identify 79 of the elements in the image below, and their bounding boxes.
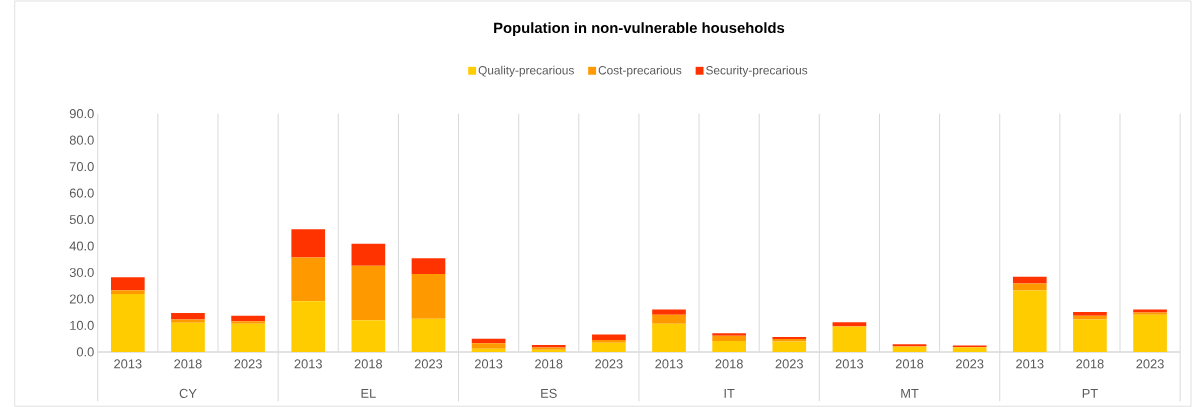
x-tick-label: 2023	[414, 359, 443, 369]
bar	[231, 315, 265, 322]
bar	[411, 273, 446, 319]
bar	[291, 229, 326, 258]
bar	[652, 314, 686, 324]
legend-label: Quality-precarious	[478, 65, 574, 77]
bar	[411, 318, 446, 352]
y-tick-label: 50.0	[69, 214, 94, 224]
bar	[1012, 290, 1047, 352]
bar	[832, 322, 867, 327]
text: CY	[179, 388, 197, 398]
bar	[351, 320, 386, 352]
bar	[652, 309, 686, 315]
bar	[110, 293, 145, 352]
x-tick-label: 2023	[1136, 359, 1164, 369]
x-tick-label: 2018	[174, 359, 202, 369]
bar	[110, 277, 145, 291]
bar	[592, 339, 626, 343]
bar	[171, 322, 205, 352]
bar	[411, 258, 446, 274]
bar	[832, 326, 867, 352]
text: IT	[724, 388, 735, 398]
bar	[772, 341, 807, 352]
bar	[712, 335, 746, 341]
bar	[952, 347, 987, 352]
bar	[291, 301, 326, 352]
x-tick-label: 2023	[956, 359, 984, 369]
x-tick-label: 2013	[294, 359, 322, 369]
chart-title: Population in non-vulnerable households	[494, 22, 785, 36]
x-tick-label: 2023	[775, 359, 803, 369]
bar	[1073, 319, 1107, 352]
bar	[592, 334, 626, 340]
bar	[1073, 315, 1107, 320]
bar	[171, 319, 205, 323]
bar	[652, 323, 686, 352]
bar	[351, 243, 386, 266]
text: MT	[901, 388, 919, 398]
bar	[712, 333, 746, 336]
bar	[1012, 276, 1047, 284]
legend-label: Cost-precarious	[598, 65, 682, 77]
bar	[471, 348, 506, 352]
bar	[171, 312, 205, 320]
y-tick-label: 0.0	[76, 347, 94, 357]
x-tick-label: 2018	[354, 359, 383, 369]
bar	[471, 343, 506, 349]
x-tick-label: 2018	[535, 359, 563, 369]
text: PT	[1082, 388, 1098, 398]
x-tick-label: 2018	[1076, 359, 1104, 369]
y-tick-label: 30.0	[69, 267, 94, 277]
bar	[1073, 311, 1107, 316]
y-tick-label: 10.0	[70, 320, 94, 330]
x-tick-label: 2013	[474, 359, 503, 369]
text: ES	[541, 388, 557, 398]
x-tick-label: 2023	[595, 359, 623, 369]
bar	[592, 342, 626, 352]
x-tick-label: 2023	[234, 359, 262, 369]
bar	[110, 290, 145, 294]
y-tick-label: 70.0	[69, 161, 94, 172]
bar	[1133, 314, 1167, 352]
x-tick-label: 2013	[655, 359, 683, 369]
x-tick-label: 2013	[114, 359, 142, 369]
x-tick-label: 2018	[715, 359, 743, 369]
x-tick-label: 2018	[895, 359, 924, 369]
bar	[231, 321, 265, 324]
bar	[231, 323, 265, 352]
y-tick-label: 90.0	[69, 108, 94, 119]
legend-label: Security-precarious	[706, 65, 808, 77]
y-tick-label: 60.0	[69, 188, 94, 198]
bar	[712, 340, 746, 352]
bar	[892, 346, 927, 352]
x-tick-label: 2013	[1016, 359, 1044, 369]
y-tick-label: 40.0	[69, 241, 94, 251]
y-tick-label: 20.0	[69, 294, 94, 304]
bar	[351, 265, 386, 321]
x-tick-label: 2013	[835, 359, 864, 369]
bar	[892, 344, 927, 347]
text: EL	[361, 388, 376, 398]
bar	[291, 257, 326, 302]
y-tick-label: 80.0	[69, 135, 94, 145]
